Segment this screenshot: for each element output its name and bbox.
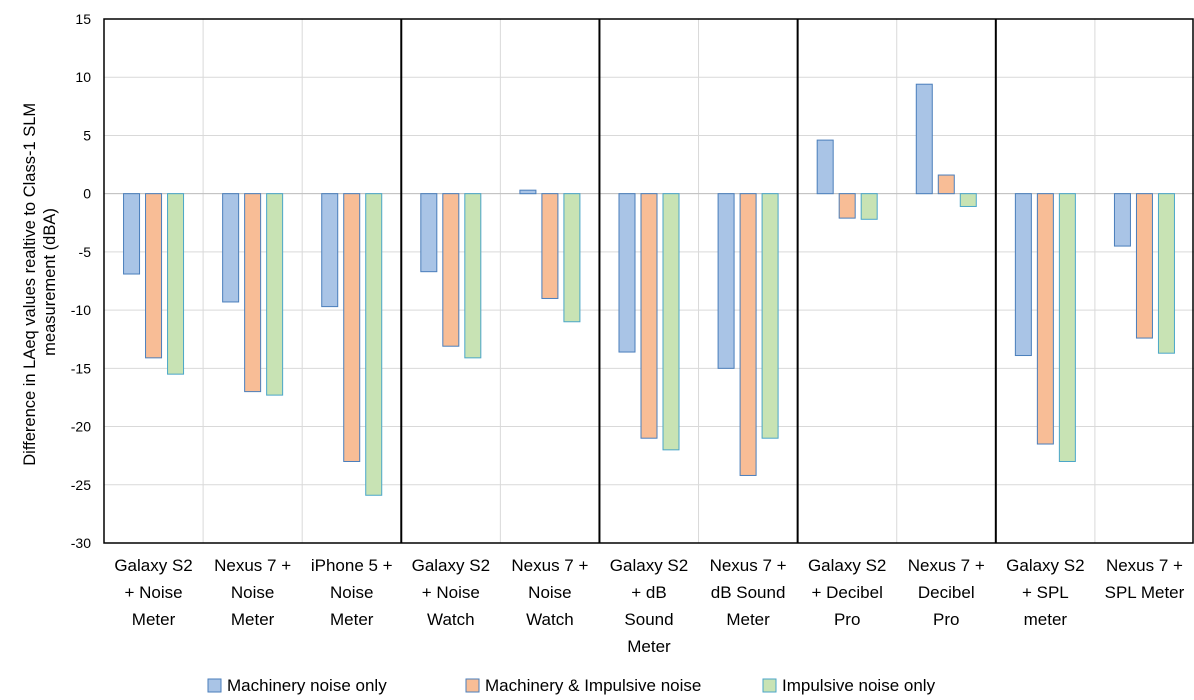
bar-series-2 — [739, 193, 757, 476]
legend-swatch — [207, 678, 222, 693]
x-tick-label: Galaxy S2 + Noise Watch — [412, 556, 490, 629]
x-tick-label: Galaxy S2 + Decibel Pro — [808, 556, 886, 629]
bar-series-2 — [244, 193, 262, 393]
bar-series-1 — [519, 189, 537, 195]
bar-series-1 — [1113, 193, 1131, 247]
bar-series-3 — [266, 193, 284, 396]
bar-series-1 — [618, 193, 636, 353]
bar-series-3 — [563, 193, 581, 323]
y-axis-ticks: 15 10 5 0 -5 -10 -15 -20 -25 -30 — [71, 11, 91, 551]
x-tick-label: Nexus 7 + Decibel Pro — [908, 556, 985, 629]
bar-series-2 — [442, 193, 460, 347]
y-tick-label: -10 — [71, 302, 91, 318]
bar-series-2 — [343, 193, 361, 462]
x-axis-ticks: Galaxy S2 + Noise Meter Nexus 7 + Noise Meter… — [114, 556, 1184, 656]
bar-series-3 — [1058, 193, 1076, 462]
x-tick-label: Galaxy S2 + SPL meter — [1006, 556, 1084, 629]
bar-series-3 — [365, 193, 383, 496]
legend-swatch — [762, 678, 777, 693]
x-tick-label: Nexus 7 + Noise Watch — [511, 556, 588, 629]
y-tick-label: 15 — [75, 11, 91, 27]
bar-series-1 — [123, 193, 141, 275]
bar-series-3 — [860, 193, 878, 220]
bar-series-2 — [1036, 193, 1054, 445]
y-tick-label: -25 — [71, 477, 91, 493]
bar-series-2 — [838, 193, 856, 219]
y-axis-label-line-1: Difference in LAeq values realtive to Cl… — [21, 103, 39, 466]
bar-series-1 — [816, 139, 834, 195]
bar-series-2 — [640, 193, 658, 439]
bar-series-1 — [321, 193, 339, 308]
bar-series-1 — [222, 193, 240, 303]
plot-frame — [103, 18, 1194, 544]
bar-series-3 — [662, 193, 680, 451]
bar-series-1 — [420, 193, 438, 273]
bar-series-2 — [541, 193, 559, 299]
y-tick-label: 5 — [83, 127, 91, 143]
x-tick-label: Galaxy S2 + Noise Meter — [114, 556, 192, 629]
group-separators — [400, 19, 997, 543]
legend: Machinery noise only Machinery & Impulsiv… — [207, 676, 936, 695]
bar-series-3 — [464, 193, 482, 359]
legend-label: Machinery & Impulsive noise — [485, 676, 701, 695]
y-tick-label: -15 — [71, 360, 91, 376]
x-tick-label: iPhone 5 + Noise Meter — [311, 556, 393, 629]
legend-label: Machinery noise only — [227, 676, 387, 695]
y-tick-label: 0 — [83, 186, 91, 202]
x-tick-label: Nexus 7 + Noise Meter — [214, 556, 291, 629]
bar-series-1 — [915, 83, 933, 195]
y-axis-label-line-2: measurement (dBA) — [41, 208, 59, 356]
legend-swatch — [465, 678, 480, 693]
legend-label: Impulsive noise only — [782, 676, 936, 695]
bar-series-2 — [1135, 193, 1153, 339]
y-tick-label: -5 — [79, 244, 92, 260]
bar-series-1 — [1014, 193, 1032, 357]
bar-series-3 — [167, 193, 185, 375]
bars — [123, 83, 1175, 496]
y-axis-label: Difference in LAeq values realtive to Cl… — [21, 98, 59, 465]
bar-series-3 — [761, 193, 779, 439]
x-tick-label: Nexus 7 + SPL Meter — [1105, 556, 1185, 602]
bar-series-3 — [1157, 193, 1175, 354]
y-tick-label: 10 — [75, 69, 91, 85]
y-tick-label: -20 — [71, 419, 91, 435]
bar-series-2 — [145, 193, 163, 359]
bar-series-1 — [717, 193, 735, 369]
bar-series-3 — [959, 193, 977, 207]
bar-series-2 — [937, 174, 955, 195]
y-tick-label: -30 — [71, 535, 91, 551]
x-tick-label: Nexus 7 + dB Sound Meter — [710, 556, 787, 629]
plot-border — [103, 18, 1194, 544]
x-tick-label: Galaxy S2 + dB Sound Meter — [610, 556, 688, 656]
